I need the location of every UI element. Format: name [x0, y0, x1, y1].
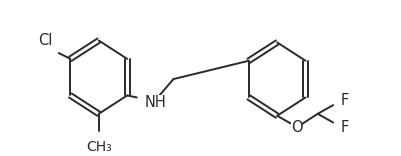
- Text: CH₃: CH₃: [86, 140, 111, 154]
- Text: O: O: [291, 120, 302, 135]
- Text: NH: NH: [144, 95, 166, 110]
- Text: Cl: Cl: [38, 33, 53, 48]
- Text: F: F: [341, 93, 349, 108]
- Text: F: F: [341, 120, 349, 135]
